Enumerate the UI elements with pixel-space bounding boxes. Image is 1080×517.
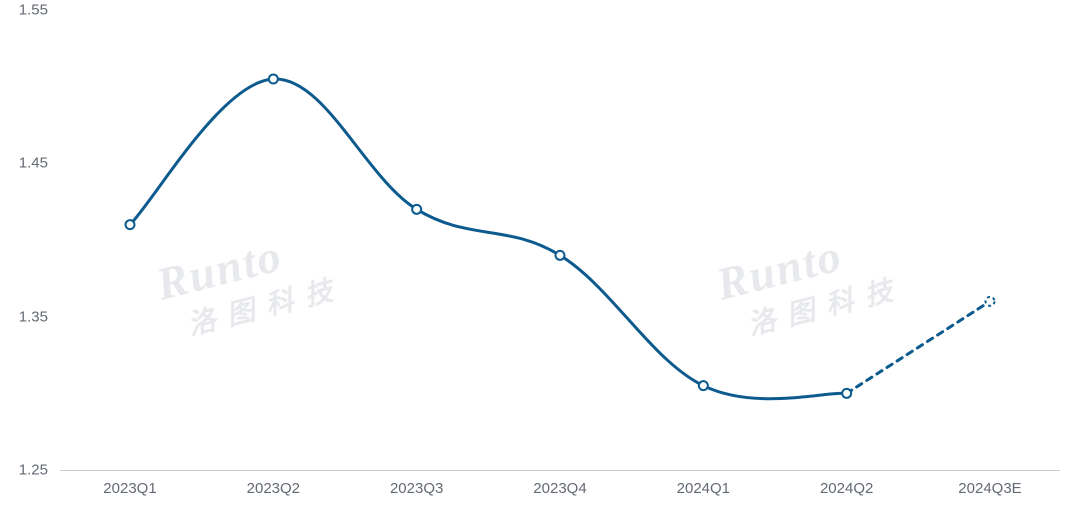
series-marker — [986, 297, 995, 306]
series-marker — [556, 251, 565, 260]
series-marker — [699, 381, 708, 390]
series-marker — [126, 220, 135, 229]
line-chart: 1.251.351.451.55 2023Q12023Q22023Q32023Q… — [0, 0, 1080, 517]
series-marker — [269, 75, 278, 84]
chart-svg — [0, 0, 1080, 517]
series-marker — [842, 389, 851, 398]
series-line-dashed — [847, 301, 990, 393]
series-marker — [412, 205, 421, 214]
series-line-solid — [130, 79, 847, 399]
